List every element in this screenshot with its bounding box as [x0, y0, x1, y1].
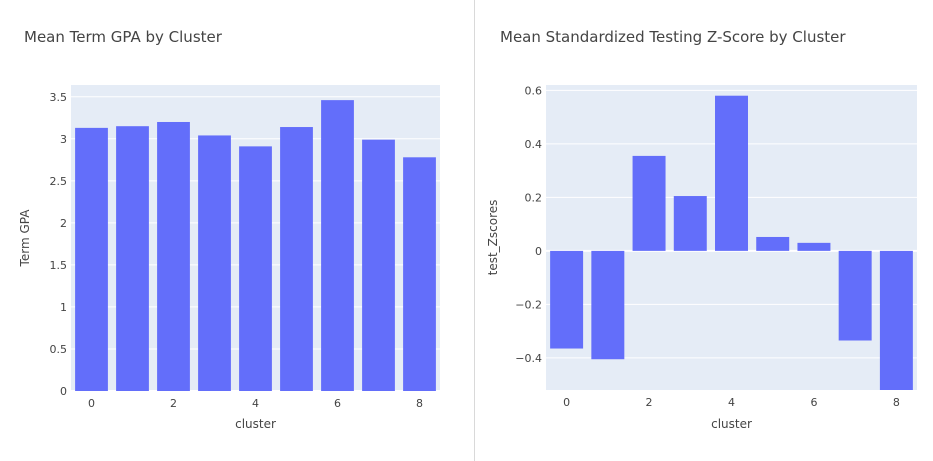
bar: [403, 157, 436, 391]
x-tick-labels: 0 2 4 6 8: [88, 397, 423, 410]
bar: [362, 139, 395, 391]
x-tick-label: 8: [893, 396, 900, 409]
bar: [280, 127, 313, 392]
x-axis-title: cluster: [235, 417, 276, 431]
x-tick-label: 2: [170, 397, 177, 410]
x-tick-label: 6: [334, 397, 341, 410]
y-tick-label: 0.4: [525, 138, 543, 151]
y-tick-label: 2.5: [50, 175, 68, 188]
bars: [550, 95, 913, 390]
x-tick-label: 0: [88, 397, 95, 410]
y-tick-labels: 0 0.5 1 1.5 2 2.5 3 3.5: [50, 91, 68, 398]
y-axis-title: Term GPA: [18, 209, 32, 268]
bar: [550, 250, 584, 349]
panel-divider: [474, 0, 475, 461]
y-tick-label: 0: [60, 385, 67, 398]
bar: [75, 127, 108, 391]
x-tick-label: 2: [646, 396, 653, 409]
y-tick-labels: −0.4 −0.2 0 0.2 0.4 0.6: [515, 84, 542, 365]
bar: [591, 250, 625, 360]
y-tick-label: −0.4: [515, 352, 542, 365]
x-tick-label: 0: [563, 396, 570, 409]
y-tick-label: 0.2: [525, 191, 543, 204]
zscore-chart-panel: Mean Standardized Testing Z-Score by Clu…: [476, 0, 933, 461]
bar: [879, 250, 913, 390]
y-tick-label: 1: [60, 301, 67, 314]
x-tick-label: 4: [252, 397, 259, 410]
bar: [673, 196, 707, 251]
bar: [632, 155, 666, 251]
y-tick-label: 0.6: [525, 84, 543, 97]
bars: [75, 100, 436, 392]
x-tick-label: 8: [416, 397, 423, 410]
y-tick-label: 1.5: [50, 259, 68, 272]
y-axis-title: test_Zscores: [486, 200, 500, 276]
bar: [239, 146, 272, 391]
chart-title: Mean Term GPA by Cluster: [24, 28, 223, 46]
gpa-chart-panel: Mean Term GPA by Cluster 0 0.5 1 1.5 2 2.5 3 3.…: [18, 28, 440, 431]
gpa-chart: Mean Term GPA by Cluster 0 0.5 1 1.5 2 2.5 3 3.…: [18, 28, 440, 431]
bar: [321, 100, 354, 391]
y-tick-label: 3: [60, 133, 67, 146]
x-tick-label: 4: [728, 396, 735, 409]
bar: [198, 135, 231, 391]
bar: [838, 250, 872, 341]
bar: [116, 126, 149, 391]
y-tick-label: 0.5: [50, 343, 68, 356]
y-tick-label: −0.2: [515, 298, 542, 311]
bar: [715, 95, 748, 251]
bar: [157, 121, 190, 391]
y-tick-label: 2: [60, 217, 67, 230]
bar: [756, 236, 790, 251]
y-tick-label: 0: [535, 245, 542, 258]
x-tick-labels: 0 2 4 6 8: [563, 396, 900, 409]
chart-title: Mean Standardized Testing Z-Score by Clu…: [500, 28, 846, 46]
x-tick-label: 6: [810, 396, 817, 409]
x-axis-title: cluster: [711, 417, 752, 431]
bar: [797, 242, 831, 251]
zscore-chart: Mean Standardized Testing Z-Score by Clu…: [486, 28, 917, 431]
y-tick-label: 3.5: [50, 91, 68, 104]
